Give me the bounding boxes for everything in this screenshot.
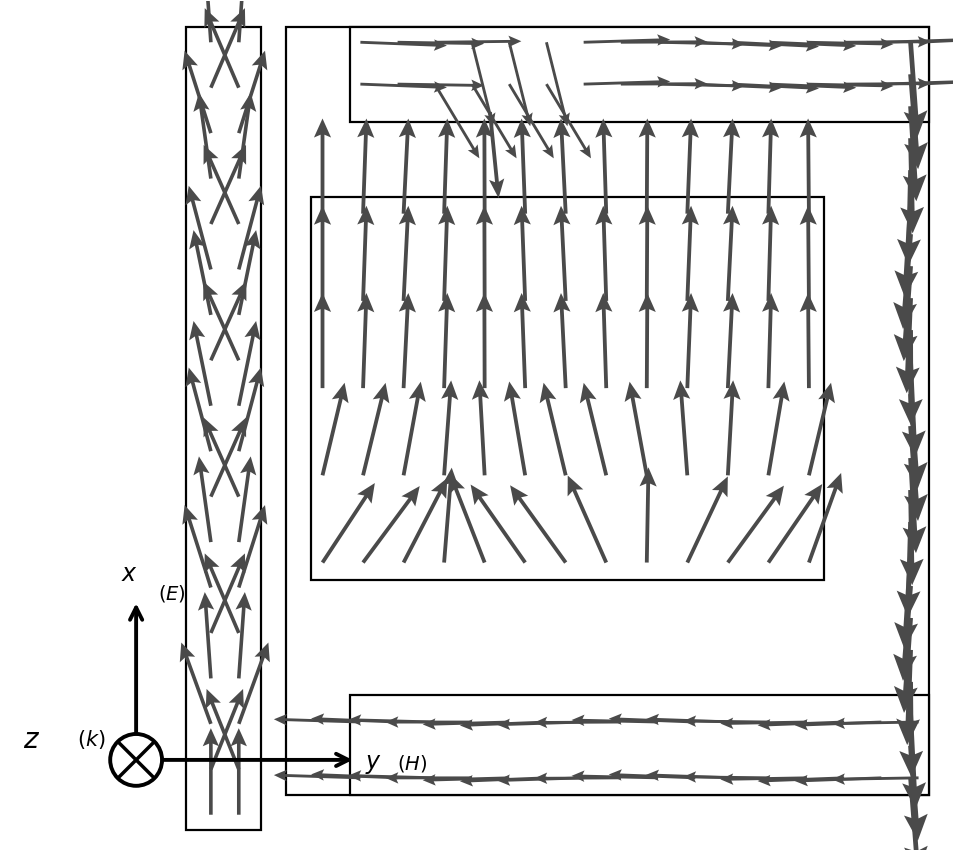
Text: $y$: $y$ [366,752,382,776]
Text: $(E)$: $(E)$ [158,583,186,604]
Bar [310,197,824,580]
Circle shape [110,734,162,785]
Bar [186,27,261,830]
Text: $(k)$: $(k)$ [77,728,106,751]
Text: $(H)$: $(H)$ [397,753,428,774]
Bar [350,695,928,795]
Bar [286,27,928,795]
Text: $x$: $x$ [120,563,138,586]
Text: $z$: $z$ [23,726,40,754]
Bar [350,27,928,122]
